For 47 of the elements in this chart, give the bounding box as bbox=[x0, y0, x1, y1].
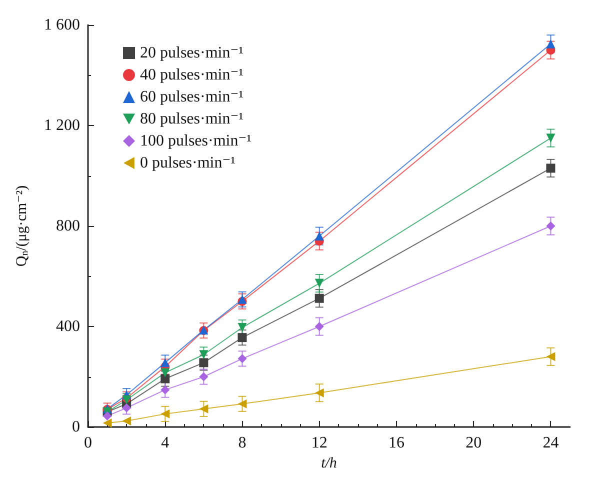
point bbox=[160, 358, 170, 368]
legend-label: 20 pulses·min⁻¹ bbox=[140, 44, 244, 62]
point bbox=[199, 404, 208, 414]
y-axis-title: Qn/(μg·cm⁻²) bbox=[14, 185, 30, 267]
point bbox=[546, 164, 556, 173]
y-tick-label: 400 bbox=[56, 318, 80, 335]
x-tick-label: 20 bbox=[466, 434, 482, 452]
point bbox=[160, 368, 170, 378]
point bbox=[314, 294, 324, 303]
point bbox=[199, 358, 208, 368]
point bbox=[238, 399, 247, 408]
y-tick-label: 800 bbox=[56, 218, 80, 234]
point bbox=[546, 134, 556, 143]
x-tick-label: 4 bbox=[161, 434, 170, 452]
point bbox=[314, 388, 324, 398]
point bbox=[160, 409, 170, 418]
y-tick-label: 0 bbox=[72, 418, 80, 436]
x-tick-label: 12 bbox=[311, 434, 328, 452]
x-tick-label: 16 bbox=[388, 434, 404, 452]
legend-label: 100 pulses·min⁻¹ bbox=[140, 132, 252, 150]
point bbox=[160, 385, 170, 394]
point bbox=[314, 278, 324, 288]
point bbox=[546, 352, 556, 362]
x-tick-label: 8 bbox=[238, 434, 246, 452]
point bbox=[314, 322, 324, 331]
y-tick-label: 1 200 bbox=[44, 117, 80, 134]
point bbox=[122, 416, 132, 426]
legend-label: 0 pulses·min⁻¹ bbox=[140, 154, 236, 172]
point bbox=[546, 222, 556, 230]
legend-label: 60 pulses·min⁻¹ bbox=[140, 88, 244, 106]
y-tick-label: 1 600 bbox=[44, 16, 80, 34]
x-tick-label: 24 bbox=[542, 434, 559, 452]
x-tick-label: 0 bbox=[84, 434, 92, 452]
point bbox=[238, 354, 247, 364]
point bbox=[102, 418, 112, 428]
legend-label: 40 pulses·min⁻¹ bbox=[140, 66, 244, 84]
legend-label: 80 pulses·min⁻¹ bbox=[140, 110, 244, 128]
point bbox=[199, 372, 208, 382]
x-axis-title: t/h bbox=[321, 455, 337, 472]
point bbox=[238, 333, 247, 342]
point bbox=[102, 411, 112, 420]
point bbox=[160, 374, 170, 384]
point bbox=[238, 323, 247, 332]
point bbox=[546, 39, 556, 48]
point bbox=[314, 232, 324, 241]
point bbox=[199, 350, 208, 360]
point bbox=[122, 403, 132, 412]
